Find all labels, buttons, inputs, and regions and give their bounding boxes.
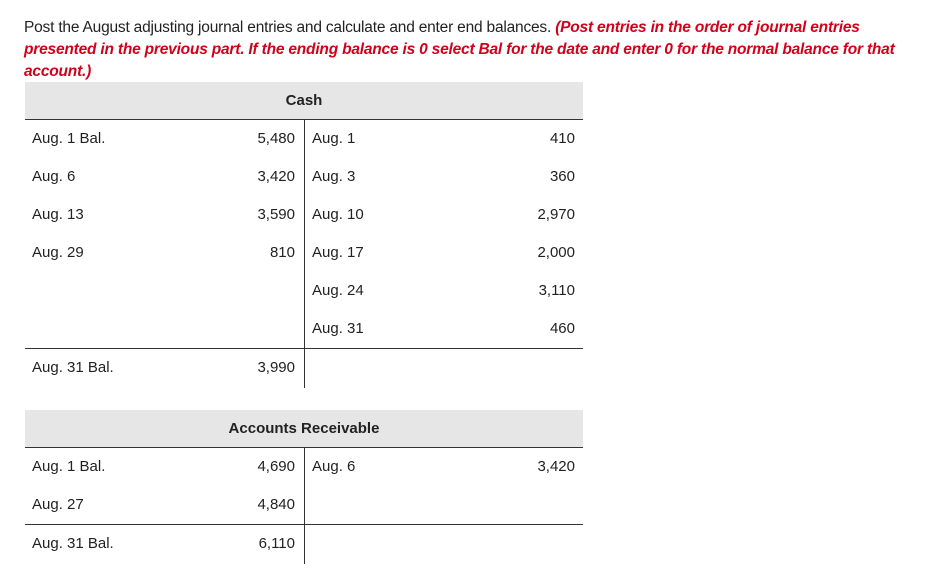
cash-balance-date: Aug. 31 Bal. [32, 359, 114, 376]
cash-title: Cash [25, 82, 583, 120]
cash-credit-date: Aug. 31 [312, 320, 364, 337]
cash-debit-amount [225, 310, 295, 348]
ar-balance-amount: 6,110 [258, 535, 295, 552]
cash-debit-amount [225, 272, 295, 310]
cash-credit-date: Aug. 10 [312, 206, 364, 223]
cash-credit-date: Aug. 3 [312, 168, 356, 185]
cash-debit-amount: 3,590 [257, 206, 295, 223]
ar-balance-date: Aug. 31 Bal. [32, 535, 114, 552]
table-row: Aug. 13 3,590 Aug. 10 2,970 [25, 196, 583, 234]
cash-credit-date: Aug. 17 [312, 244, 364, 261]
ar-debit-date: Aug. 1 Bal. [32, 458, 106, 475]
ar-debit-date: Aug. 27 [32, 496, 84, 513]
cash-credit-date: Aug. 1 [312, 130, 356, 147]
cash-balance-row: Aug. 31 Bal. 3,990 [25, 348, 583, 387]
ar-credit-date [312, 486, 462, 524]
cash-credit-amount: 410 [549, 130, 575, 147]
cash-debit-date: Aug. 29 [32, 244, 84, 261]
cash-credit-date: Aug. 24 [312, 282, 364, 299]
cash-debit-amount: 5,480 [257, 130, 295, 147]
instructions-main: Post the August adjusting journal entrie… [24, 19, 556, 36]
table-row: Aug. 27 4,840 [25, 486, 583, 524]
cash-debit-date: Aug. 13 [32, 206, 84, 223]
cash-debit-date: Aug. 1 Bal. [32, 130, 106, 147]
cash-debit-date [32, 272, 232, 310]
cash-credit-amount: 360 [549, 168, 575, 185]
cash-credit-amount: 460 [549, 320, 575, 337]
table-row: Aug. 29 810 Aug. 17 2,000 [25, 234, 583, 272]
ar-debit-amount: 4,690 [257, 458, 295, 475]
cash-credit-amount: 2,970 [537, 206, 575, 223]
table-row: Aug. 31 460 [25, 310, 583, 348]
ar-divider [304, 448, 305, 564]
table-row: Aug. 1 Bal. 5,480 Aug. 1 410 [25, 120, 583, 158]
ar-debit-amount: 4,840 [257, 496, 295, 513]
accounts-receivable-t-account: Accounts Receivable Aug. 1 Bal. 4,690 Au… [25, 410, 583, 564]
cash-credit-amount: 3,110 [538, 282, 575, 299]
table-row: Aug. 24 3,110 [25, 272, 583, 310]
cash-debit-amount: 810 [269, 244, 295, 261]
ar-credit-amount: 3,420 [537, 458, 575, 475]
cash-divider [304, 120, 305, 388]
instructions-note: (Post entries in the order of journal en… [24, 19, 895, 80]
ar-balance-row: Aug. 31 Bal. 6,110 [25, 524, 583, 563]
cash-debit-date: Aug. 6 [32, 168, 76, 185]
cash-balance-amount: 3,990 [257, 359, 295, 376]
ar-credit-date: Aug. 6 [312, 458, 356, 475]
cash-debit-amount: 3,420 [257, 168, 295, 185]
table-row: Aug. 6 3,420 Aug. 3 360 [25, 158, 583, 196]
ar-title: Accounts Receivable [25, 410, 583, 448]
ar-credit-amount [475, 486, 575, 524]
cash-credit-amount: 2,000 [537, 244, 575, 261]
cash-debit-date [32, 310, 232, 348]
table-row: Aug. 1 Bal. 4,690 Aug. 6 3,420 [25, 448, 583, 486]
instructions: Post the August adjusting journal entrie… [24, 17, 924, 83]
cash-t-account: Cash Aug. 1 Bal. 5,480 Aug. 1 410 Aug. 6… [25, 82, 583, 388]
